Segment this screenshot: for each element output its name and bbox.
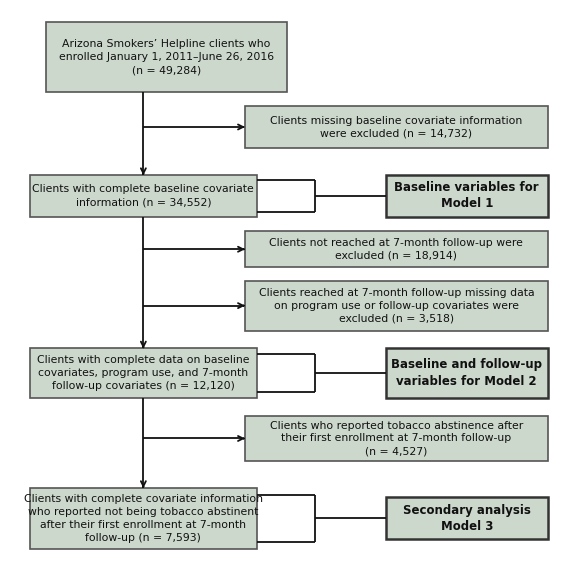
Text: Clients with complete baseline covariate
information (n = 34,552): Clients with complete baseline covariate… bbox=[32, 184, 254, 207]
FancyBboxPatch shape bbox=[245, 231, 548, 268]
Text: Arizona Smokers’ Helpline clients who
enrolled January 1, 2011–June 26, 2016
(n : Arizona Smokers’ Helpline clients who en… bbox=[59, 39, 274, 75]
Text: Baseline and follow-up
variables for Model 2: Baseline and follow-up variables for Mod… bbox=[391, 358, 542, 388]
Text: Baseline variables for
Model 1: Baseline variables for Model 1 bbox=[395, 181, 539, 210]
FancyBboxPatch shape bbox=[46, 22, 287, 92]
FancyBboxPatch shape bbox=[245, 280, 548, 331]
Text: Clients reached at 7-month follow-up missing data
on program use or follow-up co: Clients reached at 7-month follow-up mis… bbox=[259, 288, 534, 324]
Text: Clients who reported tobacco abstinence after
their first enrollment at 7-month : Clients who reported tobacco abstinence … bbox=[270, 421, 523, 456]
FancyBboxPatch shape bbox=[30, 348, 257, 398]
FancyBboxPatch shape bbox=[30, 174, 257, 217]
FancyBboxPatch shape bbox=[386, 498, 548, 539]
FancyBboxPatch shape bbox=[245, 416, 548, 461]
Text: Clients not reached at 7-month follow-up were
excluded (n = 18,914): Clients not reached at 7-month follow-up… bbox=[269, 238, 523, 261]
Text: Clients missing baseline covariate information
were excluded (n = 14,732): Clients missing baseline covariate infor… bbox=[270, 116, 523, 139]
Text: Clients with complete covariate information
who reported not being tobacco absti: Clients with complete covariate informat… bbox=[24, 494, 263, 542]
FancyBboxPatch shape bbox=[386, 348, 548, 398]
FancyBboxPatch shape bbox=[245, 106, 548, 148]
Text: Clients with complete data on baseline
covariates, program use, and 7-month
foll: Clients with complete data on baseline c… bbox=[37, 355, 249, 391]
FancyBboxPatch shape bbox=[386, 174, 548, 217]
Text: Secondary analysis
Model 3: Secondary analysis Model 3 bbox=[403, 504, 531, 533]
FancyBboxPatch shape bbox=[30, 488, 257, 549]
